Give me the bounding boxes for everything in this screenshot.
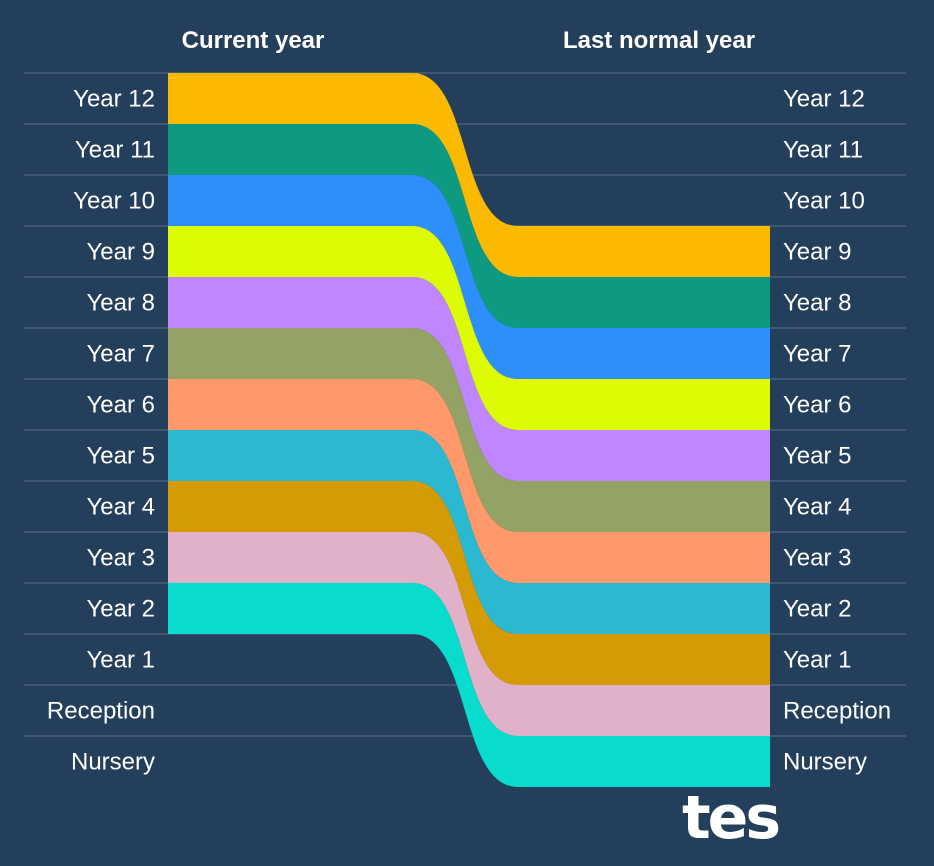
right-label: Year 6 [783,392,852,419]
right-label: Year 11 [783,137,863,164]
right-label: Year 8 [783,290,852,317]
right-label: Year 9 [783,239,852,266]
right-label: Nursery [783,749,867,776]
left-header: Current year [182,27,325,54]
right-label: Year 4 [783,494,852,521]
left-label: Year 3 [86,545,155,572]
left-label: Year 4 [86,494,155,521]
left-label: Reception [47,698,155,725]
left-label: Year 2 [86,596,155,623]
left-label: Year 9 [86,239,155,266]
flow-bands [168,73,770,787]
left-label: Year 8 [86,290,155,317]
right-label: Year 5 [783,443,852,470]
right-label: Year 12 [783,86,865,113]
left-row-labels: Year 12 Year 11 Year 10 Year 9 Year 8 Year 7 Y… [47,86,155,776]
right-row-labels: Year 12 Year 11 Year 10 Year 9 Year 8 Year 7 Y… [783,86,891,776]
right-label: Year 7 [783,341,852,368]
left-label: Year 6 [86,392,155,419]
right-header: Last normal year [563,27,755,54]
tes-logo: tes [682,783,778,853]
left-label: Year 10 [73,188,155,215]
left-label: Nursery [71,749,155,776]
left-label: Year 7 [86,341,155,368]
right-label: Year 1 [783,647,852,674]
right-label: Year 2 [783,596,852,623]
left-label: Year 5 [86,443,155,470]
flow-band-year-2 [168,583,770,787]
right-label: Year 3 [783,545,852,572]
left-label: Year 12 [73,86,155,113]
left-label: Year 11 [75,137,155,164]
right-label: Reception [783,698,891,725]
left-label: Year 1 [86,647,155,674]
right-label: Year 10 [783,188,865,215]
